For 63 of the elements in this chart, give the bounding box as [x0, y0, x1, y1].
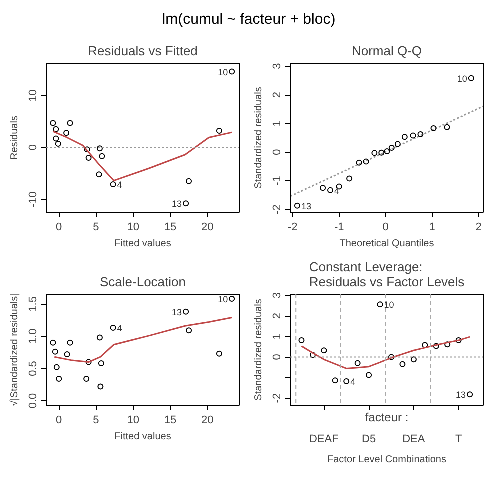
- x-tick-label: 15: [164, 222, 177, 234]
- y-tick-label: 2: [272, 92, 284, 98]
- x-tick-label: 5: [93, 414, 100, 426]
- x-tick-label: -2: [288, 222, 298, 234]
- y-tick-label: 0: [28, 144, 40, 151]
- x-tick-label: 5: [93, 222, 100, 234]
- annotation: 13: [172, 199, 182, 210]
- y-tick-label: 1.5: [28, 296, 40, 312]
- y-tick-label: 0.5: [28, 361, 40, 376]
- x-tick-label: 20: [201, 414, 214, 426]
- x-axis-title: Factor Level Combinations: [328, 454, 446, 466]
- chart-title: Residuals vs Fitted: [88, 44, 198, 58]
- y-tick-label: -2: [272, 204, 284, 215]
- y-axis-title: Residuals: [10, 116, 20, 160]
- y-axis-title: √|Standardized residuals|: [10, 294, 20, 406]
- y-tick-label: -10: [28, 192, 40, 208]
- chart-title: Scale-Location: [100, 274, 186, 290]
- x-tick-label: 10: [127, 414, 140, 426]
- annotation: 4: [334, 186, 340, 196]
- x-tick-label: DEAF: [309, 434, 340, 446]
- annotation: 10: [218, 67, 228, 78]
- x-tick-label: 0: [56, 414, 62, 426]
- y-axis-title: Standardized residuals: [254, 87, 264, 189]
- x-axis-title: Theoretical Quantiles: [340, 238, 434, 250]
- series-label: 10: [384, 300, 394, 310]
- chart-title: Constant Leverage: Residuals vs Factor Levels: [309, 260, 466, 290]
- x-tick-label: DEA: [402, 434, 426, 446]
- y-tick-label: 10: [28, 90, 40, 102]
- chart-title: Normal Q-Q: [352, 44, 422, 58]
- annotation: 10: [457, 74, 468, 84]
- y-tick-label: 0: [272, 149, 284, 156]
- x-tick-label: 10: [127, 222, 140, 234]
- series-label: 4: [350, 376, 356, 387]
- y-tick-label: 0: [272, 354, 284, 360]
- y-tick-label: 1.0: [28, 328, 40, 344]
- x-tick-label: 1: [429, 222, 436, 234]
- y-tick-label: -1: [272, 176, 284, 186]
- annotation: 10: [218, 294, 228, 305]
- series-label: 13: [456, 390, 466, 400]
- x-tick-label: 2: [476, 222, 482, 234]
- annotation: 13: [172, 307, 182, 318]
- y-tick-label: 1: [272, 334, 284, 340]
- x-tick-label: 0: [56, 222, 62, 234]
- y-tick-label: 1: [272, 120, 284, 127]
- y-tick-label: -2: [272, 393, 284, 404]
- x-tick-label: 15: [164, 414, 177, 426]
- x-tick-label: D5: [362, 434, 376, 446]
- y-tick-label: 3: [272, 292, 284, 299]
- x-tick-label: T: [455, 434, 462, 446]
- y-tick-label: 2: [272, 313, 284, 320]
- annotation: 13: [301, 201, 312, 212]
- y-tick-label: 0.0: [28, 393, 40, 409]
- x-tick-label: 0: [382, 222, 389, 234]
- x-tick-label: -1: [334, 222, 344, 234]
- x-axis-title: Fitted values: [114, 238, 172, 250]
- y-tick-label: 3: [272, 63, 284, 70]
- x-tick-label: 20: [201, 222, 214, 234]
- annotation: 4: [117, 324, 122, 334]
- x-axis-title: Fitted values: [114, 432, 172, 442]
- y-axis-title: Standardized residuals: [254, 299, 264, 401]
- text: facteur :: [365, 410, 409, 424]
- text: lm(cumul ~ facteur + bloc): [162, 10, 336, 30]
- annotation: 4: [117, 180, 122, 190]
